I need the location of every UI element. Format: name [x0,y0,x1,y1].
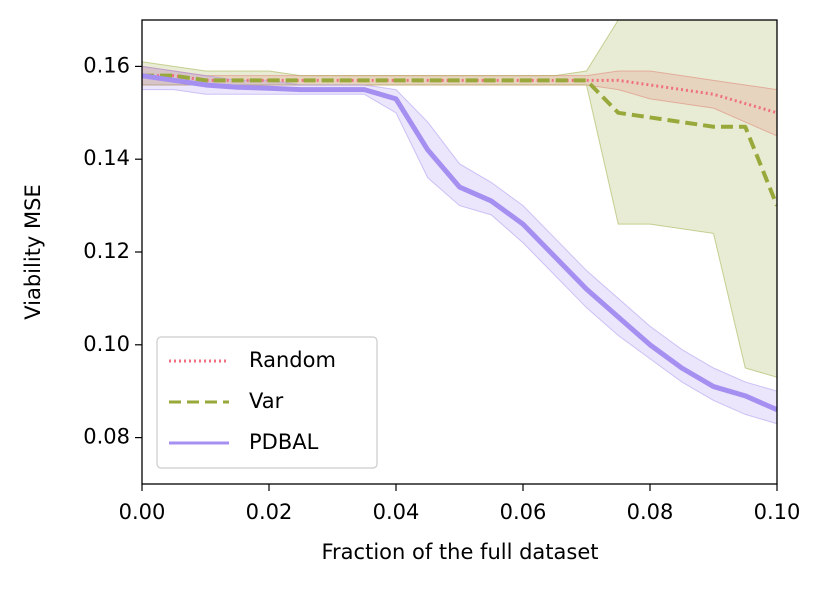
x-tick-label: 0.04 [373,500,420,524]
line [142,73,777,207]
axes: 0.00 0.02 0.04 0.06 0.08 0.10 0.08 0.10 0.12 0.14… [83,53,800,524]
legend: Random Var PDBAL [156,336,378,469]
legend-box [156,336,378,469]
line [142,73,777,413]
legend-label: Random [249,348,336,372]
y-tick-label: 0.10 [83,332,130,356]
y-tick-label: 0.14 [83,146,130,170]
bands [142,20,777,425]
line [142,74,777,115]
y-tick-label: 0.08 [83,425,130,449]
x-tick-label: 0.00 [119,500,166,524]
x-tick-label: 0.06 [500,500,547,524]
x-tick-label: 0.02 [246,500,293,524]
legend-label: Var [249,389,284,413]
y-axis-label: Viability MSE [21,184,45,320]
legend-label: PDBAL [249,430,319,454]
x-tick-label: 0.10 [754,500,801,524]
band [142,65,777,425]
lines [142,73,777,413]
x-tick-label: 0.08 [627,500,674,524]
x-axis-label: Fraction of the full dataset [322,540,599,564]
y-tick-label: 0.12 [83,239,130,263]
y-tick-label: 0.16 [83,53,130,77]
